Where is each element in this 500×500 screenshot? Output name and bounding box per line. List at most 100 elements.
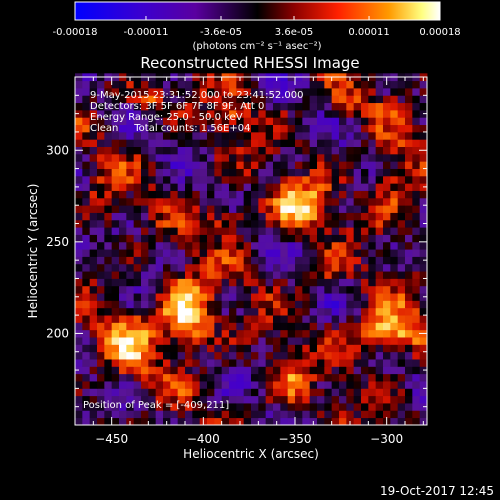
heatmap-cell: [229, 109, 237, 118]
heatmap-cell: [141, 109, 149, 118]
heatmap-cell: [258, 344, 267, 353]
heatmap-cell: [346, 87, 355, 96]
heatmap-cell: [192, 234, 201, 243]
heatmap-cell: [309, 234, 318, 243]
heatmap-cell: [346, 381, 355, 389]
heatmap-cell: [251, 322, 259, 331]
heatmap-cell: [251, 417, 259, 426]
heatmap-cell: [280, 212, 289, 221]
heatmap-cell: [361, 183, 369, 191]
heatmap-cell: [346, 80, 355, 89]
heatmap-cell: [317, 388, 325, 397]
heatmap-cell: [119, 95, 127, 104]
heatmap-cell: [97, 285, 105, 294]
heatmap-cell: [75, 175, 83, 184]
heatmap-cell: [361, 102, 369, 111]
heatmap-cell: [405, 168, 413, 177]
heatmap-cell: [236, 161, 245, 169]
heatmap-cell: [405, 351, 413, 360]
heatmap-cell: [170, 234, 179, 243]
heatmap-cell: [141, 381, 149, 389]
heatmap-cell: [82, 87, 91, 96]
heatmap-cell: [192, 381, 201, 389]
heatmap-cell: [82, 168, 91, 177]
heatmap-cell: [317, 205, 325, 213]
heatmap-cell: [185, 381, 193, 389]
heatmap-cell: [214, 351, 223, 360]
heatmap-cell: [280, 168, 289, 177]
heatmap-cell: [221, 241, 230, 250]
heatmap-cell: [89, 403, 98, 411]
heatmap-cell: [170, 227, 179, 235]
heatmap-cell: [148, 212, 157, 221]
heatmap-cell: [339, 285, 347, 294]
heatmap-cell: [368, 329, 377, 338]
heatmap-cell: [317, 315, 325, 323]
heatmap-cell: [236, 190, 245, 199]
heatmap-cell: [141, 366, 149, 375]
heatmap-cell: [126, 168, 135, 177]
heatmap-cell: [419, 307, 428, 316]
heatmap-cell: [419, 271, 428, 279]
heatmap-cell: [331, 271, 340, 279]
heatmap-cell: [133, 403, 142, 411]
heatmap-cell: [97, 87, 105, 96]
heatmap-cell: [339, 124, 347, 133]
heatmap-cell: [368, 293, 377, 301]
heatmap-cell: [221, 205, 230, 213]
heatmap-cell: [375, 227, 384, 235]
heatmap-cell: [346, 161, 355, 169]
heatmap-cell: [280, 219, 289, 228]
heatmap-cell: [236, 205, 245, 213]
heatmap-cell: [287, 271, 296, 279]
heatmap-cell: [141, 87, 149, 96]
heatmap-cell: [185, 249, 193, 257]
heatmap-cell: [185, 359, 193, 367]
heatmap-cell: [163, 359, 171, 367]
heatmap-cell: [126, 87, 135, 96]
heatmap-cell: [82, 337, 91, 345]
heatmap-cell: [339, 344, 347, 353]
heatmap-cell: [390, 131, 399, 140]
heatmap-cell: [309, 344, 318, 353]
heatmap-cell: [207, 256, 215, 265]
heatmap-cell: [302, 263, 311, 272]
heatmap-cell: [177, 410, 186, 419]
heatmap-cell: [317, 212, 325, 221]
heatmap-cell: [97, 366, 105, 375]
heatmap-cell: [361, 388, 369, 397]
heatmap-cell: [214, 359, 223, 367]
heatmap-cell: [185, 95, 193, 104]
heatmap-cell: [214, 109, 223, 118]
heatmap-cell: [368, 205, 377, 213]
heatmap-cell: [265, 234, 274, 243]
heatmap-cell: [353, 102, 362, 111]
heatmap-cell: [273, 212, 281, 221]
heatmap-cell: [265, 366, 274, 375]
heatmap-cell: [214, 80, 223, 89]
heatmap-cell: [419, 344, 428, 353]
heatmap-cell: [280, 95, 289, 104]
heatmap-cell: [155, 168, 164, 177]
heatmap-cell: [375, 109, 384, 118]
heatmap-cell: [243, 249, 252, 257]
heatmap-cell: [280, 329, 289, 338]
heatmap-cell: [353, 139, 362, 147]
heatmap-cell: [126, 234, 135, 243]
heatmap-cell: [331, 227, 340, 235]
heatmap-cell: [207, 190, 215, 199]
heatmap-cell: [199, 300, 208, 309]
heatmap-cell: [375, 197, 384, 206]
heatmap-cell: [251, 139, 259, 147]
heatmap-cell: [111, 249, 120, 257]
heatmap-cell: [148, 80, 157, 89]
heatmap-cell: [368, 80, 377, 89]
heatmap-cell: [302, 410, 311, 419]
heatmap-cell: [97, 212, 105, 221]
heatmap-cell: [111, 285, 120, 294]
heatmap-cell: [199, 344, 208, 353]
heatmap-cell: [185, 161, 193, 169]
heatmap-cell: [280, 381, 289, 389]
heatmap-cell: [339, 307, 347, 316]
heatmap-cell: [207, 197, 215, 206]
